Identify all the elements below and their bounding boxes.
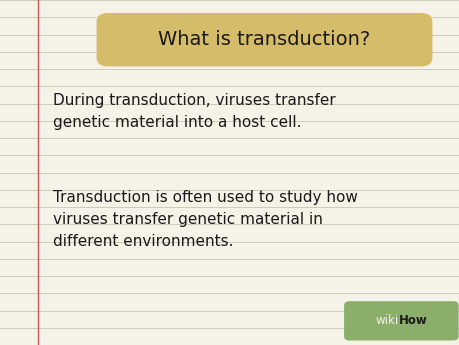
FancyBboxPatch shape xyxy=(343,301,458,341)
Text: wiki: wiki xyxy=(375,314,398,327)
Text: What is transduction?: What is transduction? xyxy=(158,30,370,49)
Text: How: How xyxy=(398,314,427,327)
Text: During transduction, viruses transfer
genetic material into a host cell.: During transduction, viruses transfer ge… xyxy=(53,93,335,130)
Text: Transduction is often used to study how
viruses transfer genetic material in
dif: Transduction is often used to study how … xyxy=(53,190,357,249)
FancyBboxPatch shape xyxy=(96,13,431,66)
